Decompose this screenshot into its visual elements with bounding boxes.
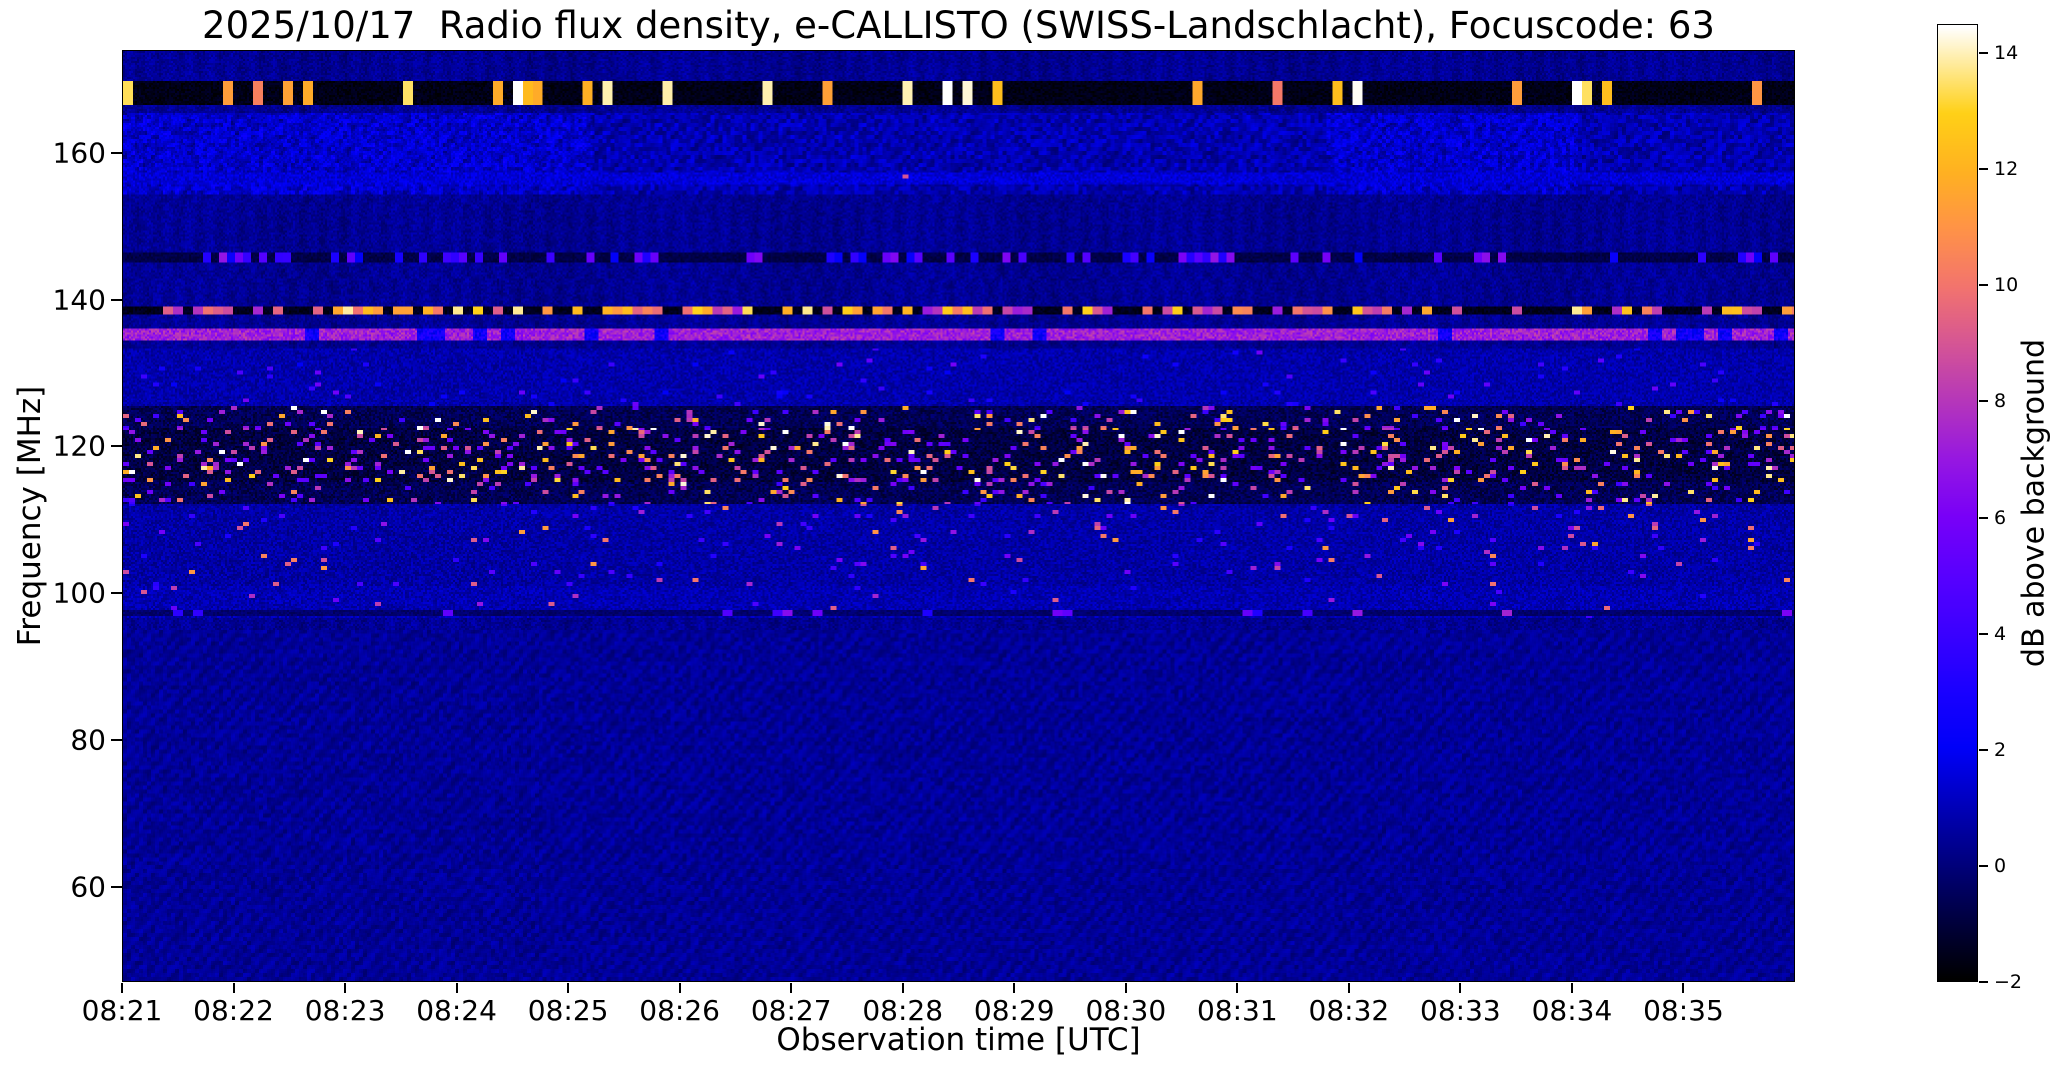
x-tick-mark bbox=[121, 983, 123, 993]
x-tick-label: 08:28 bbox=[862, 994, 944, 1027]
x-tick-label: 08:22 bbox=[193, 994, 274, 1027]
x-tick-label: 08:21 bbox=[81, 994, 163, 1027]
colorbar-canvas bbox=[1938, 25, 1977, 981]
colorbar bbox=[1937, 24, 1978, 982]
x-tick-label: 08:35 bbox=[1643, 994, 1724, 1027]
x-tick-mark bbox=[1347, 983, 1350, 993]
y-axis-label: Frequency [MHz] bbox=[12, 385, 48, 647]
colorbar-tick-label: 12 bbox=[1994, 158, 2019, 181]
x-tick-label: 08:27 bbox=[750, 994, 832, 1027]
x-tick-label: 08:24 bbox=[416, 994, 497, 1027]
colorbar-tick-label: 10 bbox=[1994, 274, 2019, 297]
colorbar-tick-mark bbox=[1979, 284, 1988, 287]
colorbar-tick-label: −2 bbox=[1994, 971, 2023, 993]
x-tick-mark bbox=[455, 983, 458, 993]
x-tick-label: 08:29 bbox=[973, 994, 1055, 1027]
colorbar-tick-mark bbox=[1979, 516, 1988, 519]
y-tick-label: 140 bbox=[52, 283, 106, 316]
y-tick-label: 100 bbox=[52, 576, 106, 610]
colorbar-tick-label: 0 bbox=[1994, 854, 2007, 877]
y-tick-mark bbox=[111, 592, 122, 595]
x-tick-mark bbox=[567, 983, 570, 993]
x-axis-label: Observation time [UTC] bbox=[776, 1022, 1141, 1058]
x-tick-mark bbox=[901, 983, 904, 993]
x-tick-mark bbox=[1682, 983, 1685, 993]
y-tick-mark bbox=[111, 298, 122, 301]
x-tick-label: 08:26 bbox=[639, 994, 721, 1027]
y-tick-label: 80 bbox=[70, 723, 106, 757]
y-tick-mark bbox=[111, 738, 122, 741]
x-tick-mark bbox=[1236, 983, 1239, 993]
y-tick-label: 160 bbox=[52, 136, 106, 170]
x-tick-mark bbox=[344, 983, 347, 993]
x-tick-mark bbox=[1459, 983, 1462, 993]
x-tick-label: 08:31 bbox=[1196, 994, 1278, 1027]
colorbar-tick-label: 6 bbox=[1994, 506, 2007, 529]
x-tick-mark bbox=[1013, 983, 1016, 993]
colorbar-tick-mark bbox=[1979, 864, 1988, 867]
y-tick-mark bbox=[111, 151, 122, 154]
x-tick-label: 08:25 bbox=[527, 994, 609, 1027]
colorbar-tick-label: 4 bbox=[1994, 622, 2007, 645]
colorbar-tick-label: 2 bbox=[1994, 738, 2007, 761]
colorbar-tick-mark bbox=[1979, 400, 1988, 403]
colorbar-tick-mark bbox=[1979, 168, 1988, 171]
x-tick-label: 08:32 bbox=[1308, 994, 1390, 1027]
chart-title: 2025/10/17 Radio flux density, e-CALLIST… bbox=[202, 4, 1715, 47]
colorbar-tick-label: 8 bbox=[1994, 390, 2007, 413]
colorbar-tick-mark bbox=[1979, 52, 1988, 55]
colorbar-tick-mark bbox=[1979, 981, 1988, 983]
x-tick-mark bbox=[1570, 983, 1573, 993]
x-tick-label: 08:30 bbox=[1085, 994, 1167, 1027]
x-tick-mark bbox=[678, 983, 681, 993]
spectrogram-canvas bbox=[123, 51, 1794, 981]
colorbar-tick-label: 14 bbox=[1994, 42, 2019, 65]
colorbar-tick-mark bbox=[1979, 748, 1988, 751]
x-tick-label: 08:33 bbox=[1420, 994, 1501, 1027]
y-tick-mark bbox=[111, 445, 122, 448]
x-tick-mark bbox=[232, 983, 235, 993]
plot-area bbox=[122, 50, 1795, 982]
y-tick-label: 120 bbox=[52, 429, 106, 463]
y-tick-mark bbox=[111, 885, 122, 888]
x-tick-label: 08:23 bbox=[304, 994, 386, 1027]
colorbar-label: dB above background bbox=[2016, 338, 2052, 668]
y-tick-label: 60 bbox=[70, 870, 106, 904]
x-tick-mark bbox=[790, 983, 793, 993]
colorbar-tick-mark bbox=[1979, 632, 1988, 635]
x-tick-label: 08:34 bbox=[1531, 994, 1613, 1027]
x-tick-mark bbox=[1124, 983, 1127, 993]
